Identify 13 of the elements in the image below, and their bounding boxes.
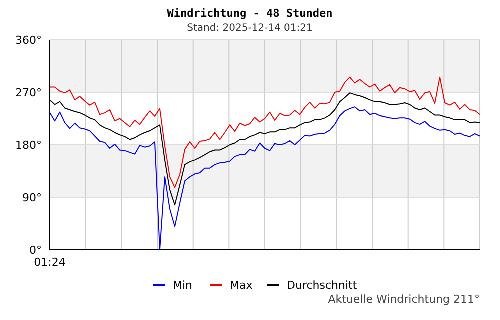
y-tick-label: 270°	[16, 86, 42, 100]
text: Aktuelle Windrichtung 211°	[328, 293, 480, 306]
y-tick-label: 180°	[16, 138, 42, 152]
legend-label: Min	[173, 278, 193, 292]
text: 01:24	[34, 256, 66, 269]
line-series	[50, 76, 480, 188]
legend-label: Max	[230, 278, 254, 292]
y-tick-label: 90°	[22, 191, 42, 204]
y-tick-label: 360°	[16, 34, 42, 47]
legend-label: Durchschnitt	[287, 278, 358, 292]
y-tick-label: 0°	[30, 244, 42, 257]
chart-subtitle: Stand: 2025-12-14 01:21	[187, 23, 313, 34]
chart-title: Windrichtung - 48 Stunden	[167, 7, 333, 20]
